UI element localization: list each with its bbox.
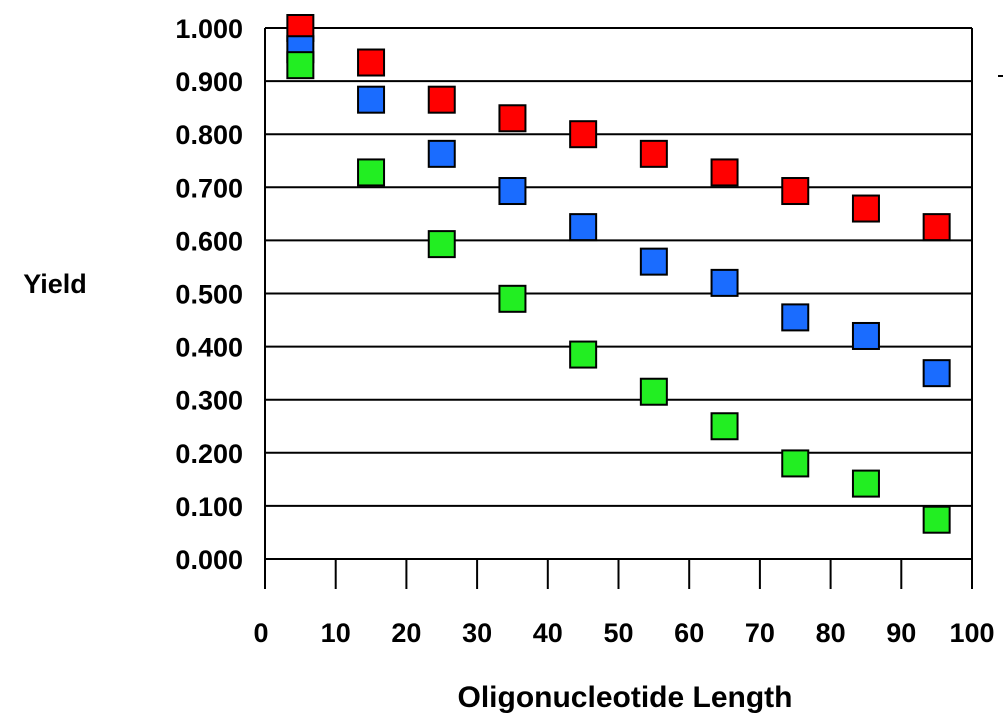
data-point-series-3	[569, 340, 598, 369]
data-point-series-3	[710, 412, 739, 441]
data-point-series-3	[286, 51, 315, 80]
y-axis-label: Yield	[23, 269, 87, 299]
x-tick-label: 90	[886, 618, 916, 648]
y-tick-label: 0.300	[175, 386, 243, 416]
y-tick-label: 0.700	[175, 173, 243, 203]
data-points	[286, 14, 951, 534]
x-tick-label: 60	[674, 618, 704, 648]
y-tick-label: 0.200	[175, 439, 243, 469]
data-point-series-3	[427, 230, 456, 259]
y-tick-label: 0.800	[175, 120, 243, 150]
data-point-series-1	[427, 85, 456, 114]
data-point-series-2	[498, 177, 527, 206]
x-tick-label: 20	[391, 618, 421, 648]
data-point-series-1	[851, 194, 880, 223]
data-point-series-1	[569, 120, 598, 149]
x-tick-label: 80	[816, 618, 846, 648]
data-point-series-2	[710, 268, 739, 297]
data-point-series-3	[922, 505, 951, 534]
data-point-series-2	[851, 321, 880, 350]
data-point-series-3	[498, 284, 527, 313]
data-point-series-3	[639, 377, 668, 406]
data-point-series-1	[639, 139, 668, 168]
y-tick-label: 0.500	[175, 280, 243, 310]
x-tick-label: 10	[321, 618, 351, 648]
data-point-series-3	[851, 469, 880, 498]
data-point-series-1	[922, 213, 951, 242]
y-tick-label: 0.000	[175, 545, 243, 575]
data-point-series-1	[710, 158, 739, 187]
data-point-series-3	[357, 158, 386, 187]
x-axis-label: Oligonucleotide Length	[458, 681, 793, 714]
horizontal-gridlines	[265, 27, 972, 560]
x-tick-label: 0	[253, 618, 268, 648]
x-tick-label: 30	[462, 618, 492, 648]
y-tick-label: 1.000	[175, 14, 243, 44]
data-point-series-2	[357, 85, 386, 114]
data-point-series-2	[569, 213, 598, 242]
x-tick-label: 100	[949, 618, 994, 648]
data-point-series-1	[781, 177, 810, 206]
x-axis-ticks: 0 10 20 30 40 50 60 70 80 90 100	[253, 559, 995, 648]
y-axis-ticks: 0.000 0.100 0.200 0.300 0.400 0.500 0.600 0.700…	[175, 14, 243, 575]
x-tick-label: 50	[603, 618, 633, 648]
data-point-series-2	[922, 359, 951, 388]
data-point-series-2	[427, 139, 456, 168]
y-tick-label: 0.400	[175, 333, 243, 363]
y-tick-label: 0.600	[175, 226, 243, 256]
data-point-series-2	[639, 247, 668, 276]
data-point-series-1	[357, 48, 386, 77]
y-tick-label: 0.100	[175, 492, 243, 522]
x-tick-label: 40	[533, 618, 563, 648]
data-point-series-2	[781, 303, 810, 332]
data-point-series-3	[781, 449, 810, 478]
y-tick-label: 0.900	[175, 67, 243, 97]
data-point-series-1	[498, 104, 527, 133]
x-tick-label: 70	[745, 618, 775, 648]
